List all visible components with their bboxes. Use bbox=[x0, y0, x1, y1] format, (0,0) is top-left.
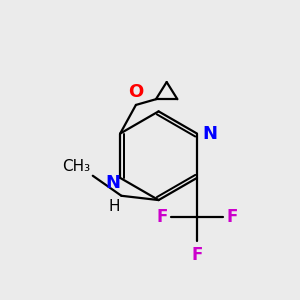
Text: N: N bbox=[202, 124, 217, 142]
Text: CH₃: CH₃ bbox=[62, 159, 90, 174]
Text: O: O bbox=[128, 82, 143, 100]
Text: F: F bbox=[191, 246, 203, 264]
Text: N: N bbox=[105, 174, 120, 192]
Text: F: F bbox=[226, 208, 238, 226]
Text: F: F bbox=[156, 208, 168, 226]
Text: H: H bbox=[109, 199, 120, 214]
